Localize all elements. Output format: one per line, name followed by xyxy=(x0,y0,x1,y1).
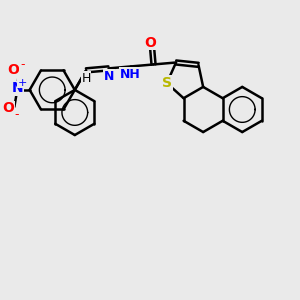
Text: H: H xyxy=(81,72,91,85)
Text: -: - xyxy=(14,108,19,122)
Text: O: O xyxy=(2,101,14,115)
Text: +: + xyxy=(18,78,27,88)
Text: -: - xyxy=(20,58,24,71)
Text: NH: NH xyxy=(120,68,141,81)
Text: O: O xyxy=(144,36,156,50)
Text: O: O xyxy=(8,63,20,77)
Text: N: N xyxy=(104,70,114,83)
Text: S: S xyxy=(162,76,172,90)
Text: N: N xyxy=(11,82,23,95)
